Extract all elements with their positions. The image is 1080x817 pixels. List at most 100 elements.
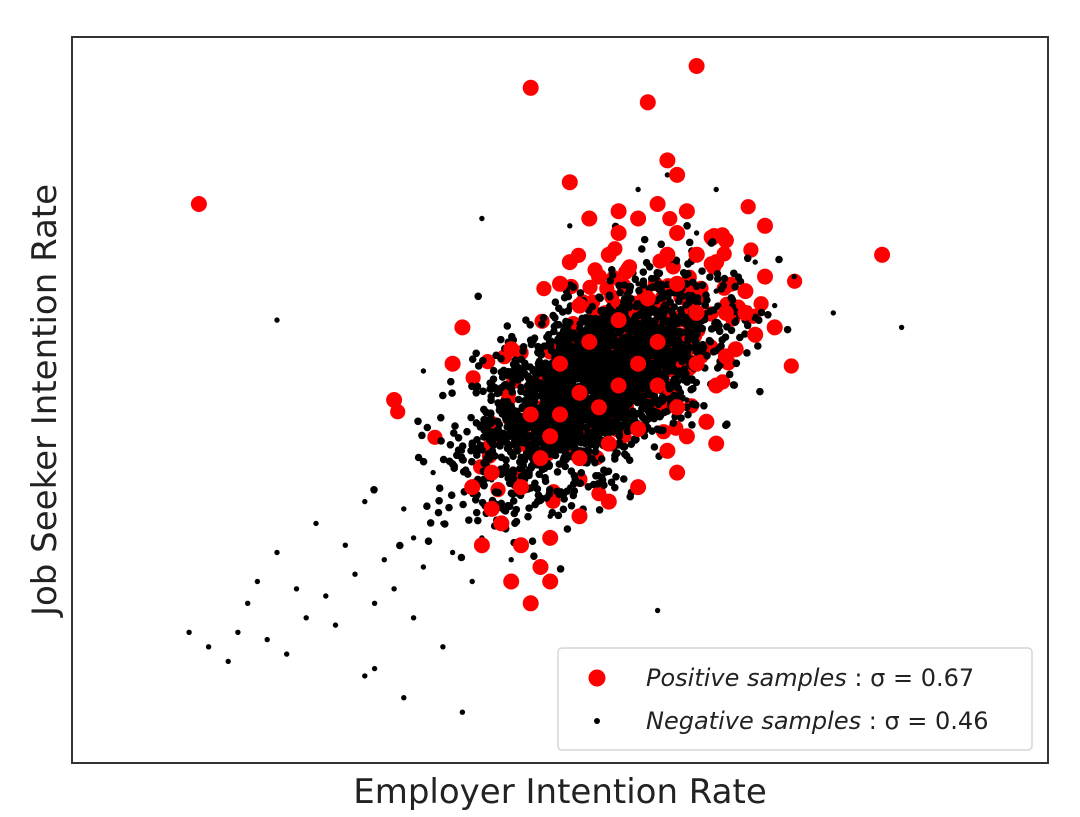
negative-sample-point bbox=[540, 393, 549, 401]
negative-sample-point bbox=[685, 238, 694, 247]
negative-sample-point bbox=[401, 695, 407, 701]
negative-sample-point bbox=[487, 419, 495, 428]
positive-sample-point bbox=[669, 225, 686, 241]
negative-sample-point bbox=[554, 320, 563, 329]
negative-sample-point bbox=[653, 357, 662, 365]
positive-sample-point bbox=[190, 196, 207, 212]
positive-sample-point bbox=[678, 203, 695, 220]
negative-sample-point bbox=[468, 382, 476, 391]
positive-sample-point bbox=[688, 304, 705, 321]
negative-sample-point bbox=[645, 263, 654, 271]
negative-sample-point bbox=[519, 343, 528, 351]
positive-sample-point bbox=[717, 232, 734, 249]
negative-sample-point bbox=[646, 369, 654, 377]
negative-sample-point bbox=[606, 276, 614, 285]
negative-sample-point bbox=[706, 337, 715, 346]
negative-sample-point bbox=[264, 636, 270, 643]
negative-sample-point bbox=[661, 374, 670, 383]
negative-sample-point bbox=[615, 438, 624, 447]
negative-sample-point bbox=[254, 578, 261, 585]
positive-sample-point bbox=[386, 392, 403, 408]
negative-sample-point bbox=[642, 417, 651, 425]
negative-sample-point bbox=[731, 283, 739, 291]
negative-sample-point bbox=[542, 494, 551, 502]
negative-sample-point bbox=[606, 307, 614, 315]
negative-sample-point bbox=[560, 495, 568, 503]
negative-sample-point bbox=[531, 374, 539, 383]
negative-sample-point bbox=[478, 446, 486, 454]
negative-sample-point bbox=[649, 319, 658, 328]
positive-sample-point bbox=[571, 384, 588, 401]
negative-sample-point bbox=[714, 275, 722, 283]
negative-sample-point bbox=[484, 429, 493, 437]
negative-sample-point bbox=[687, 385, 695, 394]
legend-negative-sigma: : σ = 0.46 bbox=[861, 707, 988, 735]
negative-sample-point bbox=[410, 615, 417, 621]
negative-sample-point bbox=[603, 370, 612, 379]
negative-sample-point bbox=[570, 487, 579, 495]
negative-sample-point bbox=[500, 401, 508, 409]
negative-sample-point bbox=[531, 479, 539, 488]
negative-sample-point bbox=[730, 381, 739, 389]
negative-sample-point bbox=[715, 321, 723, 330]
negative-sample-point bbox=[723, 323, 731, 331]
positive-sample-point bbox=[639, 290, 656, 307]
negative-sample-point bbox=[414, 453, 423, 462]
legend-positive-sigma: : σ = 0.67 bbox=[847, 664, 974, 692]
positive-sample-point bbox=[454, 319, 471, 336]
negative-sample-point bbox=[642, 338, 651, 347]
positive-sample-point bbox=[740, 199, 756, 215]
positive-sample-point bbox=[465, 370, 481, 386]
positive-sample-point bbox=[874, 246, 891, 263]
negative-sample-point bbox=[426, 519, 435, 527]
positive-sample-point bbox=[600, 246, 617, 263]
negative-sample-point bbox=[635, 349, 643, 358]
negative-sample-point bbox=[654, 607, 661, 614]
positive-sample-point bbox=[536, 281, 552, 297]
negative-sample-point bbox=[507, 384, 516, 392]
negative-sample-point bbox=[401, 506, 407, 512]
negative-sample-point bbox=[474, 292, 482, 301]
negative-sample-point bbox=[589, 418, 597, 426]
negative-sample-point bbox=[471, 496, 480, 504]
negative-sample-point bbox=[633, 300, 641, 308]
negative-sample-point bbox=[652, 274, 660, 282]
negative-sample-point bbox=[644, 386, 652, 395]
positive-sample-point bbox=[532, 450, 549, 467]
negative-sample-point bbox=[522, 316, 530, 324]
negative-sample-point bbox=[528, 422, 537, 430]
negative-sample-point bbox=[583, 446, 592, 455]
negative-sample-point bbox=[493, 389, 502, 398]
negative-sample-point bbox=[423, 423, 432, 432]
negative-sample-point bbox=[497, 335, 505, 344]
positive-sample-point bbox=[591, 268, 607, 285]
negative-sample-point bbox=[567, 223, 573, 229]
negative-sample-point bbox=[606, 428, 614, 436]
negative-sample-point bbox=[560, 453, 568, 462]
negative-sample-point bbox=[624, 375, 633, 384]
negative-sample-point bbox=[449, 549, 456, 556]
negative-sample-point bbox=[680, 365, 689, 373]
negative-sample-point bbox=[503, 322, 512, 330]
negative-sample-point bbox=[371, 665, 378, 672]
negative-sample-point bbox=[508, 405, 516, 414]
negative-sample-point bbox=[528, 537, 537, 545]
negative-sample-point bbox=[612, 473, 620, 481]
negative-sample-point bbox=[525, 444, 533, 452]
negative-sample-point bbox=[646, 361, 655, 370]
negative-sample-point bbox=[434, 508, 443, 517]
negative-sample-point bbox=[538, 320, 546, 328]
negative-sample-point bbox=[362, 498, 368, 505]
negative-sample-point bbox=[469, 578, 475, 585]
positive-sample-point bbox=[503, 341, 520, 358]
negative-sample-point bbox=[588, 302, 597, 311]
negative-sample-point bbox=[547, 337, 555, 345]
negative-sample-point bbox=[677, 414, 685, 422]
negative-sample-point bbox=[791, 273, 797, 280]
negative-sample-point bbox=[601, 320, 609, 328]
negative-sample-point bbox=[619, 361, 628, 369]
negative-sample-point bbox=[454, 434, 463, 442]
positive-sample-point bbox=[717, 304, 734, 321]
negative-sample-point bbox=[603, 387, 611, 396]
negative-sample-point bbox=[589, 430, 597, 438]
